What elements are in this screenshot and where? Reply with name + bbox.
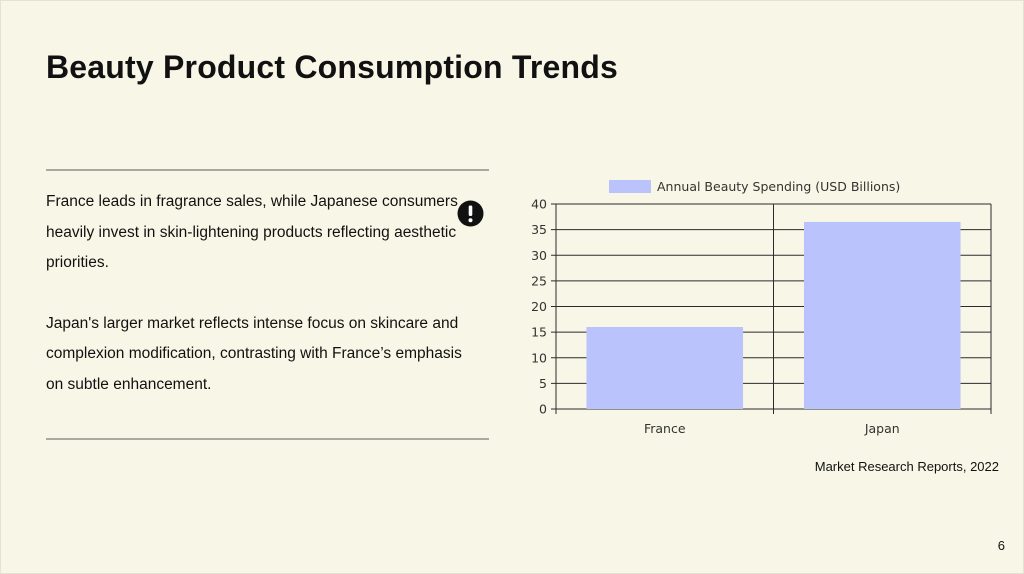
- source-citation: Market Research Reports, 2022: [814, 459, 999, 474]
- y-tick-label: 30: [531, 248, 547, 263]
- exclamation-circle-icon: [457, 200, 484, 227]
- legend-label: Annual Beauty Spending (USD Billions): [657, 179, 900, 194]
- y-tick-label: 40: [531, 197, 547, 212]
- y-tick-label: 0: [539, 402, 547, 417]
- page-title: Beauty Product Consumption Trends: [46, 49, 618, 85]
- y-tick-label: 35: [531, 222, 547, 237]
- x-tick-label: France: [644, 421, 686, 436]
- y-tick-label: 15: [531, 325, 547, 340]
- divider-bottom: [46, 438, 489, 440]
- y-tick-label: 10: [531, 350, 547, 365]
- paragraph-2: Japan's larger market reflects intense f…: [46, 314, 462, 393]
- legend-swatch: [609, 180, 651, 193]
- y-tick-label: 20: [531, 299, 547, 314]
- page-number: 6: [997, 538, 1005, 553]
- bar-chart: Annual Beauty Spending (USD Billions) 0 5 1…: [531, 179, 992, 436]
- x-tick-label: Japan: [864, 421, 900, 436]
- divider-top: [46, 169, 489, 171]
- y-tick-label: 25: [531, 273, 547, 288]
- body-text: France leads in fragrance sales, while J…: [46, 187, 466, 400]
- bar-france: [586, 327, 744, 409]
- paragraph-1: France leads in fragrance sales, while J…: [46, 193, 458, 271]
- y-tick-label: 5: [539, 376, 547, 391]
- bar-japan: [803, 221, 961, 409]
